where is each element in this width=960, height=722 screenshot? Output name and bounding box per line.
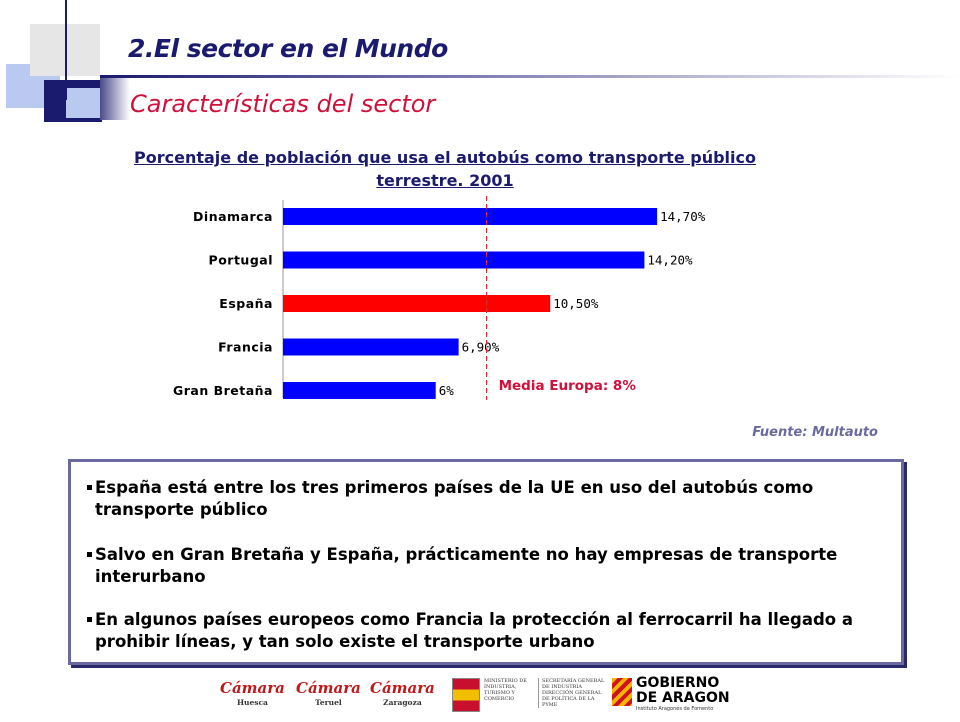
bar-2 [283, 295, 551, 312]
secretaria-text: SECRETARÍA GENERAL DE INDUSTRIA DIRECCIÓ… [538, 678, 608, 708]
ministerio-text: MINISTERIO DE INDUSTRIA, TURISMO Y COMER… [484, 678, 527, 702]
value-label: 6% [439, 383, 455, 398]
gobierno-aragon-logo: GOBIERNO DE ARAGON Instituto Aragonés de… [612, 676, 732, 714]
bar-1 [283, 251, 645, 269]
source-note: Fuente: Multauto [752, 425, 878, 440]
category-label: Dinamarca [193, 209, 273, 224]
bullet-square-icon [87, 485, 92, 490]
category-label: Francia [218, 340, 273, 355]
bar-4 [283, 382, 436, 399]
aragon-line-1: GOBIERNO [636, 675, 720, 691]
camara-city: Zaragoza [383, 698, 422, 707]
category-label: Gran Bretaña [173, 383, 273, 398]
chart-title: Porcentaje de población que usa el autob… [134, 148, 756, 190]
bullet-text: En algunos países europeos como Francia … [95, 610, 853, 651]
camara-name: Cámara [370, 679, 435, 697]
bar-3 [283, 338, 459, 356]
aragon-line-2: DE ARAGON [636, 690, 730, 706]
camara-teruel-logo: Cámara Teruel [296, 678, 361, 722]
slide-title: 2.El sector en el Mundo [128, 34, 448, 63]
summary-panel: España está entre los tres primeros país… [68, 459, 904, 665]
value-label: 6,90% [462, 340, 500, 355]
slide-subtitle: Características del sector [130, 90, 436, 118]
camara-city: Huesca [236, 698, 268, 707]
decor-vertical-line [65, 0, 67, 100]
camara-city: Teruel [315, 698, 342, 707]
bullet-item: Salvo en Gran Bretaña y España, práctica… [87, 544, 885, 588]
value-label: 14,20% [647, 253, 693, 268]
footer-logos: Cámara Huesca Cámara Teruel Cámara Zarag… [220, 672, 730, 716]
aragon-name: GOBIERNO DE ARAGON [636, 676, 730, 706]
bullet-item: En algunos países europeos como Francia … [87, 609, 885, 653]
camara-name: Cámara [296, 679, 361, 697]
camara-huesca-logo: Cámara Huesca [220, 678, 285, 722]
aragon-subtitle: Instituto Aragonés de Fomento [636, 706, 714, 712]
aragon-flag-icon [612, 678, 632, 706]
decor-square-light-2 [66, 88, 106, 118]
ministerio-logo: MINISTERIO DE INDUSTRIA, TURISMO Y COMER… [452, 678, 604, 712]
category-label: Portugal [209, 253, 273, 268]
decor-shadow [100, 78, 130, 120]
spain-coat-of-arms-icon [452, 678, 480, 712]
bullet-text: Salvo en Gran Bretaña y España, práctica… [95, 545, 838, 586]
bullet-item: España está entre los tres primeros país… [87, 477, 885, 521]
camara-zaragoza-logo: Cámara Zaragoza [370, 678, 435, 722]
reference-line-label: Media Europa: 8% [499, 378, 637, 394]
decor-horizontal-rule [100, 75, 960, 78]
value-label: 14,70% [660, 209, 706, 224]
bar-0 [283, 208, 658, 225]
camara-name: Cámara [220, 679, 285, 697]
bullet-square-icon [87, 552, 92, 557]
bullet-text: España está entre los tres primeros país… [95, 478, 814, 519]
value-label: 10,50% [553, 296, 599, 311]
bullet-square-icon [87, 617, 92, 622]
category-label: España [219, 296, 273, 311]
